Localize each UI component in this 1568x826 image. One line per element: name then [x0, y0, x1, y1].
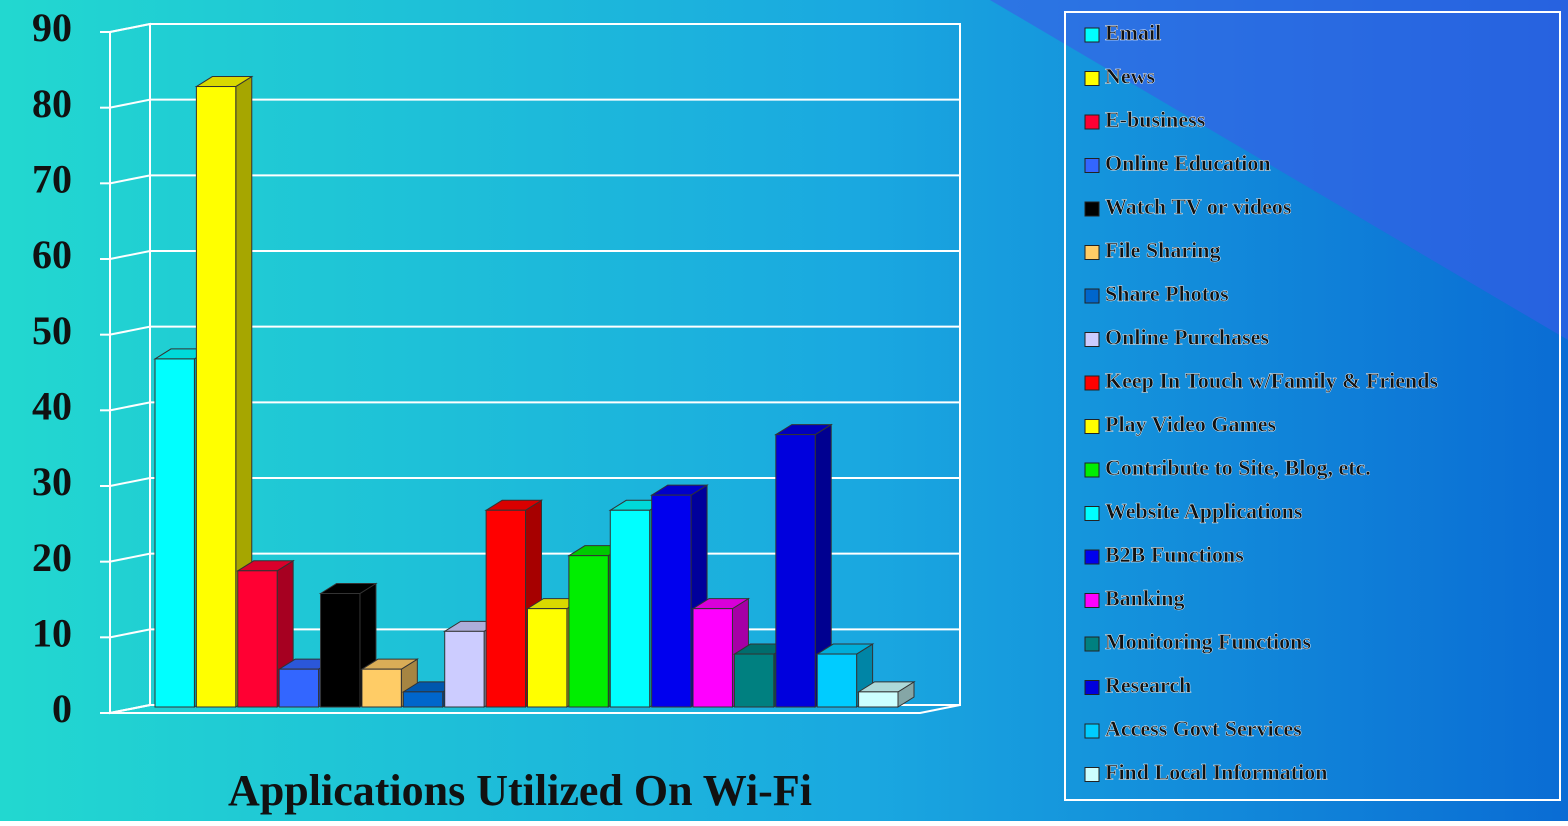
bar: [816, 653, 858, 708]
y-tick-label: 80: [32, 81, 72, 126]
bar: [858, 691, 899, 708]
y-tick-label: 10: [32, 611, 72, 656]
legend-label: E-business: [1105, 107, 1206, 132]
legend-swatch: [1084, 332, 1100, 347]
legend-label: Monitoring Functions: [1105, 629, 1311, 654]
legend-label: Find Local Information: [1105, 760, 1327, 785]
bar: [651, 494, 692, 708]
y-tick-label: 50: [32, 308, 72, 353]
bar: [154, 358, 195, 708]
legend-swatch: [1084, 767, 1100, 782]
legend-swatch: [1084, 636, 1100, 652]
bar: [527, 608, 568, 708]
legend-swatch: [1084, 114, 1100, 130]
legend-swatch: [1084, 71, 1100, 86]
grid-line: [109, 174, 960, 185]
bar: [195, 86, 237, 708]
legend-swatch: [1084, 680, 1100, 695]
legend-label: Online Purchases: [1105, 325, 1269, 350]
legend-swatch: [1084, 593, 1100, 608]
legend-swatch: [1084, 288, 1100, 304]
legend-label: Contribute to Site, Blog, etc.: [1105, 455, 1371, 480]
legend-swatch: [1084, 201, 1100, 217]
y-tick-label: 70: [32, 157, 72, 202]
legend-label: Research: [1105, 673, 1191, 698]
legend-swatch: [1084, 375, 1100, 391]
legend-label: Banking: [1105, 586, 1185, 611]
bar: [444, 630, 485, 708]
legend-label: Online Education: [1105, 151, 1271, 176]
legend-swatch: [1084, 158, 1100, 173]
legend-swatch: [1084, 506, 1100, 521]
legend-swatch: [1084, 462, 1100, 478]
grid-line: [109, 23, 960, 33]
bar: [609, 509, 651, 708]
bar: [775, 434, 816, 708]
bar: [568, 555, 609, 708]
legend-label: B2B Functions: [1105, 542, 1244, 567]
legend-swatch: [1084, 419, 1100, 434]
legend-swatch: [1084, 549, 1100, 565]
legend-swatch: [1084, 723, 1100, 739]
grid-line: [109, 325, 960, 336]
grid-line: [109, 98, 960, 109]
legend-box: [1064, 11, 1561, 801]
decoration: [990, 0, 1568, 340]
legend-label: News: [1105, 64, 1156, 89]
y-tick-label: 40: [32, 384, 72, 429]
legend-label: Play Video Games: [1105, 412, 1277, 437]
legend-label: Website Applications: [1105, 499, 1303, 524]
legend-label: Access Govt Services: [1105, 716, 1302, 741]
y-tick-label: 30: [32, 459, 72, 504]
chart-title: Applications Utilized On Wi-Fi: [228, 766, 812, 815]
bar: [361, 668, 402, 708]
legend-swatch: [1084, 27, 1100, 43]
bar: [278, 668, 320, 708]
legend-label: Watch TV or videos: [1105, 194, 1292, 219]
bar: [692, 608, 733, 708]
y-tick-label: 20: [32, 535, 72, 580]
bar: [320, 593, 361, 708]
legend-label: Keep In Touch w/Family & Friends: [1105, 368, 1439, 393]
grid-line: [109, 250, 960, 260]
grid-line: [109, 477, 960, 487]
grid-line: [109, 401, 960, 412]
y-tick-label: 60: [32, 232, 72, 277]
y-tick-label: 90: [32, 5, 72, 50]
y-tick-label: 0: [52, 686, 72, 731]
bar: [733, 653, 775, 708]
bar: [237, 570, 278, 708]
legend-label: Email: [1105, 20, 1161, 45]
legend-label: File Sharing: [1105, 238, 1221, 263]
legend-label: Share Photos: [1105, 281, 1229, 306]
bar: [402, 691, 444, 708]
bar: [485, 509, 527, 708]
legend-swatch: [1084, 245, 1100, 260]
